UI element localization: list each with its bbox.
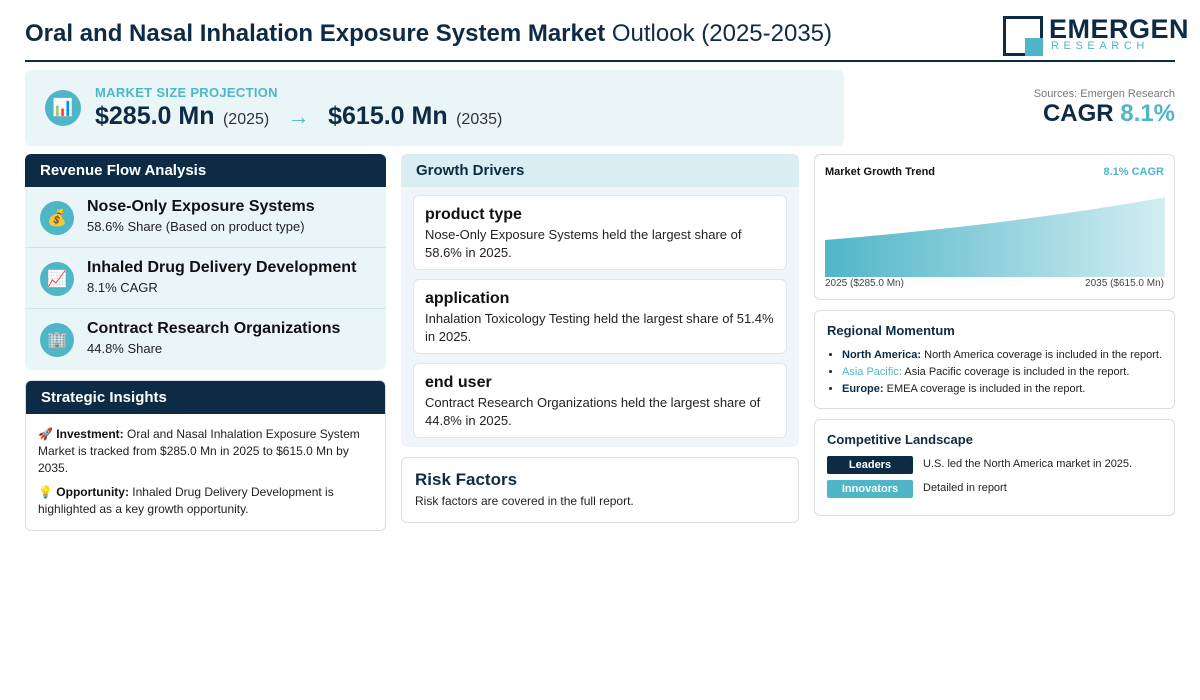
regional-momentum-title: Regional Momentum	[827, 323, 955, 338]
region-name: North America:	[842, 349, 922, 361]
growth-drivers-card: Growth Drivers product type Nose-Only Ex…	[401, 154, 799, 447]
cagr-value: 8.1%	[1120, 100, 1175, 127]
driver-title: application	[425, 290, 510, 307]
driver-title: product type	[425, 206, 522, 223]
page-title-bold: Oral and Nasal Inhalation Exposure Syste…	[25, 20, 606, 47]
header: Oral and Nasal Inhalation Exposure Syste…	[25, 12, 1189, 62]
region-item: Asia Pacific: Asia Pacific coverage is i…	[842, 364, 1172, 381]
emergen-logo: EMERGEN RESEARCH	[1003, 14, 1189, 56]
logo-wordmark: EMERGEN	[1049, 14, 1190, 44]
competitive-landscape-title: Competitive Landscape	[827, 432, 973, 447]
projection-start-year: (2025)	[222, 111, 270, 128]
region-text: Asia Pacific coverage is included in the…	[901, 366, 1130, 378]
revenue-item-title: Nose-Only Exposure Systems	[87, 198, 315, 215]
regional-momentum-card: Regional Momentum North America: North A…	[814, 310, 1175, 409]
page-title-rest: Outlook (2025-2035)	[605, 20, 833, 47]
competitive-row: Leaders U.S. led the North America marke…	[827, 456, 1167, 474]
projection-end-value: $615.0 Mn	[328, 102, 448, 130]
growth-drivers-title: Growth Drivers	[401, 154, 799, 187]
region-name: Asia Pacific:	[842, 366, 902, 378]
region-text: EMEA coverage is included in the report.	[883, 383, 1086, 395]
page-title: Oral and Nasal Inhalation Exposure Syste…	[25, 20, 832, 48]
competitive-row-text: U.S. led the North America market in 202…	[923, 458, 1133, 470]
revenue-flow-card: Revenue Flow Analysis 💰 Nose-Only Exposu…	[25, 154, 386, 370]
strategic-insights-card: Strategic Insights 🚀 Investment: Oral an…	[25, 380, 386, 531]
region-name: Europe:	[842, 383, 884, 395]
revenue-flow-title: Revenue Flow Analysis	[25, 154, 386, 187]
driver-text: Inhalation Toxicology Testing held the l…	[425, 311, 774, 344]
projection-start-value: $285.0 Mn	[95, 102, 215, 130]
market-growth-trend-card: Market Growth Trend 8.1% CAGR 2025 ($285…	[814, 154, 1175, 300]
strategic-insights-body: 🚀 Investment: Oral and Nasal Inhalation …	[26, 414, 385, 518]
driver-item: product type Nose-Only Exposure Systems …	[413, 195, 787, 270]
rocket-icon: 🚀	[38, 427, 53, 441]
region-item: North America: North America coverage is…	[842, 347, 1172, 364]
revenue-item: 🏢 Contract Research Organizations 44.8% …	[25, 309, 386, 370]
office-building-icon: 🏢	[40, 323, 74, 357]
risk-factors-card: Risk Factors Risk factors are covered in…	[401, 457, 799, 523]
logo-mark-icon	[1003, 16, 1043, 56]
driver-item: end user Contract Research Organizations…	[413, 363, 787, 438]
opportunity-insight: 💡 Opportunity: Inhaled Drug Delivery Dev…	[38, 484, 373, 518]
trend-cagr: 8.1% CAGR	[1103, 166, 1164, 178]
projection-label: MARKET SIZE PROJECTION	[95, 85, 278, 100]
competitive-landscape-card: Competitive Landscape Leaders U.S. led t…	[814, 419, 1175, 516]
growth-area-series	[825, 197, 1165, 277]
investment-text: Oral and Nasal Inhalation Exposure Syste…	[38, 427, 360, 475]
logo-subtitle: RESEARCH	[1051, 40, 1149, 52]
competitive-row-text: Detailed in report	[923, 482, 1007, 494]
trend-title: Market Growth Trend	[825, 166, 936, 178]
revenue-item: 💰 Nose-Only Exposure Systems 58.6% Share…	[25, 187, 386, 248]
region-item: Europe: EMEA coverage is included in the…	[842, 381, 1172, 398]
driver-title: end user	[425, 374, 492, 391]
revenue-item-sub: 8.1% CAGR	[87, 280, 158, 295]
cagr-label: CAGR	[1042, 100, 1121, 127]
opportunity-text: Inhaled Drug Delivery Development is hig…	[38, 485, 334, 516]
opportunity-label: Opportunity:	[56, 485, 129, 499]
market-size-projection: 📊 MARKET SIZE PROJECTION $285.0 Mn (2025…	[25, 70, 844, 146]
strategic-insights-title: Strategic Insights	[26, 381, 385, 414]
revenue-item-title: Contract Research Organizations	[87, 320, 341, 337]
innovators-badge: Innovators	[827, 480, 913, 498]
revenue-item: 📈 Inhaled Drug Delivery Development 8.1%…	[25, 248, 386, 309]
investment-label: Investment:	[56, 427, 124, 441]
region-list: North America: North America coverage is…	[842, 347, 1172, 398]
projection-end-year: (2035)	[456, 111, 503, 128]
risk-factors-title: Risk Factors	[415, 470, 518, 489]
right-arrow-icon: →	[287, 104, 310, 129]
revenue-item-sub: 44.8% Share	[87, 341, 163, 356]
competitive-row: Innovators Detailed in report	[827, 480, 1167, 498]
trend-x-end-label: 2035 ($615.0 Mn)	[1085, 278, 1164, 289]
investment-insight: 🚀 Investment: Oral and Nasal Inhalation …	[38, 426, 373, 477]
driver-text: Contract Research Organizations held the…	[425, 395, 761, 428]
trend-chart-icon: 📈	[40, 262, 74, 296]
revenue-item-sub: 58.6% Share (Based on product type)	[87, 219, 305, 234]
cagr-headline: CAGR 8.1%	[1034, 100, 1175, 128]
region-text: North America coverage is included in th…	[921, 349, 1162, 361]
trend-x-start-label: 2025 ($285.0 Mn)	[825, 278, 904, 289]
bar-chart-icon: 📊	[45, 90, 81, 126]
projection-values: $285.0 Mn (2025) → $615.0 Mn (2035)	[95, 102, 502, 131]
revenue-item-title: Inhaled Drug Delivery Development	[87, 259, 357, 276]
driver-item: application Inhalation Toxicology Testin…	[413, 279, 787, 354]
lightbulb-icon: 💡	[38, 485, 53, 499]
cagr-summary: Sources: Emergen Research CAGR 8.1%	[1034, 88, 1175, 128]
driver-text: Nose-Only Exposure Systems held the larg…	[425, 227, 742, 260]
leaders-badge: Leaders	[827, 456, 913, 474]
sources-note: Sources: Emergen Research	[1033, 88, 1175, 100]
money-bag-icon: 💰	[40, 201, 74, 235]
risk-factors-text: Risk factors are covered in the full rep…	[415, 494, 634, 508]
growth-area-chart	[825, 197, 1165, 277]
